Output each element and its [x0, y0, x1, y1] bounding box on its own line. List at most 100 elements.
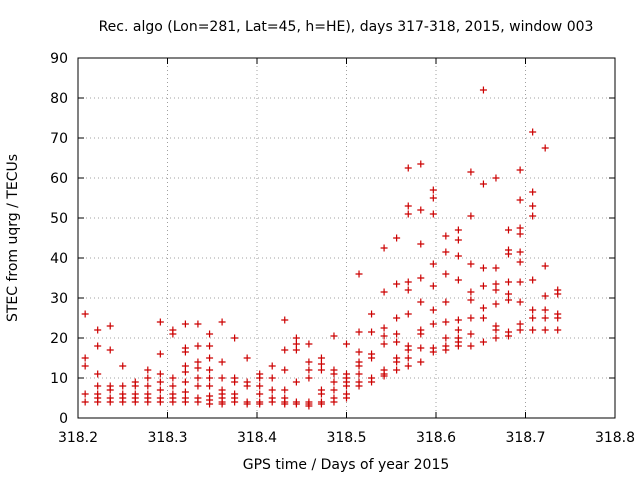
data-point — [330, 386, 338, 394]
data-point — [380, 340, 388, 348]
data-point — [404, 354, 412, 362]
data-point — [417, 358, 425, 366]
data-point — [479, 338, 487, 346]
data-point — [330, 332, 338, 340]
data-point — [404, 210, 412, 218]
data-point — [330, 378, 338, 386]
grid — [78, 58, 615, 418]
data-point — [417, 330, 425, 338]
data-point — [94, 382, 102, 390]
data-point — [131, 398, 139, 406]
y-tick-label: 20 — [50, 331, 68, 347]
y-axis-tick-labels: 0 10 20 30 40 50 60 70 80 90 — [50, 51, 68, 427]
x-tick-label: 318.6 — [416, 430, 456, 446]
data-point — [281, 346, 289, 354]
data-point — [343, 394, 350, 402]
data-point — [355, 382, 363, 390]
data-point — [380, 288, 388, 296]
data-point — [429, 194, 437, 202]
data-point — [206, 400, 214, 408]
x-tick-label: 318.3 — [147, 430, 187, 446]
data-point — [516, 320, 524, 328]
x-axis-label: GPS time / Days of year 2015 — [243, 457, 450, 473]
data-point — [305, 374, 313, 382]
data-point — [169, 382, 177, 390]
data-point — [343, 382, 350, 390]
data-point — [479, 282, 487, 290]
data-point — [330, 398, 338, 406]
data-point — [355, 348, 363, 356]
data-point — [442, 248, 450, 256]
data-point — [268, 386, 276, 394]
data-point — [516, 196, 524, 204]
axis-ticks — [77, 57, 616, 419]
data-point — [106, 322, 114, 330]
x-tick-label: 318.7 — [505, 430, 545, 446]
data-point — [181, 362, 189, 370]
data-point — [218, 358, 226, 366]
data-point — [268, 398, 276, 406]
data-point — [305, 340, 313, 348]
data-point — [94, 398, 102, 406]
data-point — [393, 234, 401, 242]
data-point — [81, 354, 89, 362]
data-point — [393, 358, 401, 366]
data-point — [317, 360, 325, 368]
data-point — [404, 362, 412, 370]
data-point — [156, 350, 164, 358]
data-point — [156, 318, 164, 326]
data-point — [467, 330, 475, 338]
data-point — [492, 286, 500, 294]
data-points — [81, 86, 562, 410]
data-point — [144, 398, 152, 406]
y-tick-label: 80 — [50, 91, 68, 107]
data-point — [492, 334, 500, 342]
data-point — [492, 264, 500, 272]
data-point — [516, 298, 524, 306]
data-point — [467, 314, 475, 322]
data-point — [467, 168, 475, 176]
data-point — [429, 348, 437, 356]
data-point — [317, 390, 325, 398]
data-point — [417, 274, 425, 282]
data-point — [479, 86, 487, 94]
data-point — [281, 316, 289, 324]
data-point — [504, 296, 512, 304]
data-point — [355, 362, 363, 370]
data-point — [256, 390, 264, 398]
data-point — [516, 166, 524, 174]
data-point — [554, 326, 562, 334]
data-point — [529, 128, 537, 136]
data-point — [380, 332, 388, 340]
data-point — [467, 342, 475, 350]
data-point — [94, 326, 102, 334]
data-point — [442, 334, 450, 342]
data-point — [305, 366, 313, 374]
data-point — [404, 346, 412, 354]
data-point — [206, 382, 214, 390]
data-point — [454, 326, 462, 334]
data-point — [292, 340, 300, 348]
data-point — [529, 306, 537, 314]
data-point — [292, 334, 300, 342]
data-point — [206, 366, 214, 374]
data-point — [454, 252, 462, 260]
data-point — [169, 398, 177, 406]
data-point — [404, 286, 412, 294]
data-point — [554, 290, 562, 298]
data-point — [218, 374, 226, 382]
data-point — [194, 342, 202, 350]
data-point — [404, 202, 412, 210]
data-point — [256, 374, 264, 382]
data-point — [131, 382, 139, 390]
data-point — [454, 226, 462, 234]
data-point — [393, 338, 401, 346]
data-point — [442, 270, 450, 278]
data-point — [442, 346, 450, 354]
x-tick-label: 318.4 — [237, 430, 277, 446]
data-point — [429, 282, 437, 290]
data-point — [292, 346, 300, 354]
data-point — [516, 248, 524, 256]
data-point — [194, 358, 202, 366]
